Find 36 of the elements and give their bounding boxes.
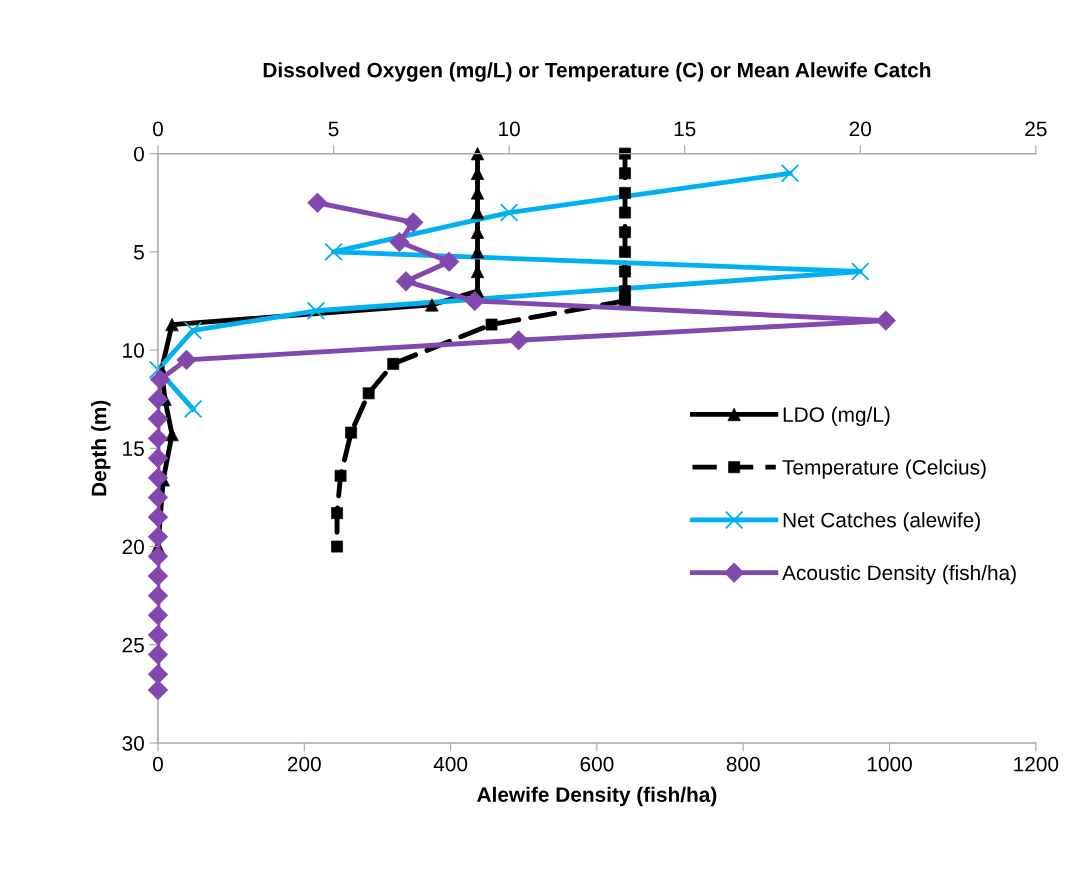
point	[149, 369, 171, 390]
y-tick-label: 30	[122, 736, 144, 751]
x-tick-label: 400	[433, 756, 468, 772]
point	[438, 251, 460, 272]
point	[147, 585, 169, 606]
y-axis-title: Depth (m)	[91, 400, 111, 496]
point	[147, 447, 169, 469]
x-axis-title: Alewife Density (fish/ha)	[477, 786, 717, 807]
chart-title: Dissolved Oxygen (mg/L) or Temperature (C) or Mean Alewife Catch	[263, 62, 931, 82]
x2-tick-label: 20	[849, 121, 872, 137]
x-tick-label: 1000	[867, 756, 912, 772]
point	[147, 389, 169, 410]
point	[147, 546, 169, 567]
y-tick-label: 0	[134, 146, 144, 162]
y-tick-label: 10	[123, 343, 144, 358]
point	[147, 408, 169, 430]
legend-label: Acoustic Density (fish/ha)	[782, 564, 1016, 585]
x2-tick-label: 0	[152, 121, 163, 137]
x2-tick-label: 10	[499, 121, 520, 137]
x2-tick-label: 25	[1025, 121, 1047, 137]
legend-label: Net Catches (alewife)	[783, 512, 980, 532]
x-tick-label: 200	[287, 756, 321, 772]
x-tick-label: 600	[580, 756, 614, 772]
x2-tick-label: 5	[328, 121, 339, 137]
y-tick-label: 25	[122, 637, 144, 653]
legend-label: Temperature (Celcius)	[782, 459, 986, 479]
y-tick-label: 5	[134, 245, 144, 260]
x-tick-label: 0	[152, 756, 163, 772]
x-tick-label: 1200	[1014, 756, 1059, 772]
y-tick-label: 20	[122, 539, 144, 555]
y-tick-label: 15	[123, 441, 144, 457]
x2-tick-label: 15	[674, 121, 696, 137]
point	[176, 349, 197, 371]
point	[395, 271, 417, 292]
x-tick-label: 800	[726, 756, 760, 772]
legend-label: LDO (mg/L)	[783, 406, 890, 427]
